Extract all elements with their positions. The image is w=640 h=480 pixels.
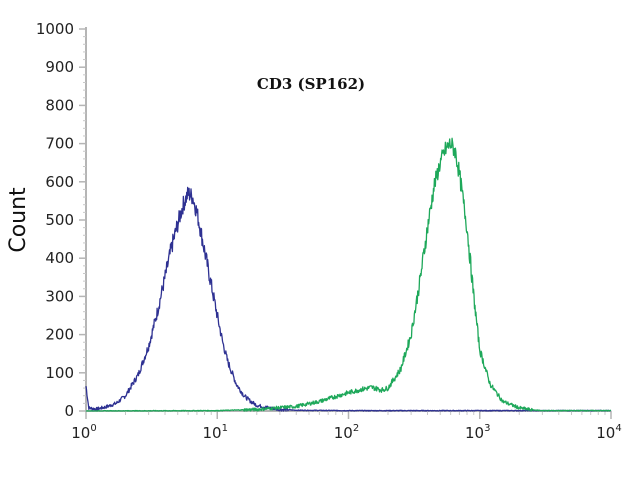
x-axis: 100 101 102 103 104 xyxy=(71,410,622,442)
x-tick-label: 100 xyxy=(71,423,96,442)
y-tick-label: 500 xyxy=(45,211,74,229)
y-axis-label: Count xyxy=(6,187,31,253)
y-tick-label: 1000 xyxy=(36,20,74,38)
x-tick-label: 104 xyxy=(596,423,621,442)
y-tick-label: 100 xyxy=(45,364,74,382)
x-tick-label: 101 xyxy=(203,423,228,442)
series-line-1 xyxy=(85,186,612,412)
series-layer xyxy=(85,137,612,412)
x-tick-label: 102 xyxy=(334,423,359,442)
y-axis: 0 100 200 300 400 500 600 700 800 900 1000 xyxy=(36,20,87,420)
x-tick-label: 103 xyxy=(465,423,490,442)
y-tick-label: 200 xyxy=(45,326,74,344)
y-tick-label: 700 xyxy=(45,135,74,153)
chart-title: CD3 (SP162) xyxy=(257,75,365,93)
y-tick-label: 600 xyxy=(45,173,74,191)
y-tick-label: 800 xyxy=(45,96,74,114)
y-tick-label: 900 xyxy=(45,58,74,76)
y-tick-label: 300 xyxy=(45,287,74,305)
y-tick-label: 400 xyxy=(45,249,74,267)
series-line-2 xyxy=(85,137,612,412)
y-tick-label: 0 xyxy=(64,402,74,420)
